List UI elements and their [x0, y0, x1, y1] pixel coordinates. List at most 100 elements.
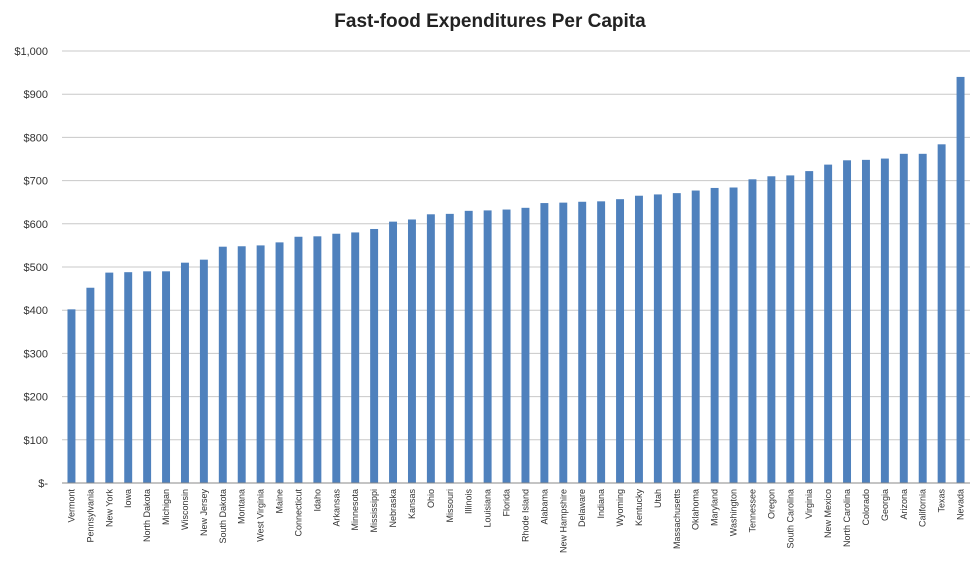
x-axis-ticks: Vermont Pennsylvania New York Iowa North Dak…	[66, 489, 965, 554]
x-tick-label: Maine	[275, 489, 285, 514]
x-tick-label: Mississippi	[369, 489, 379, 533]
x-tick-label: Ohio	[426, 489, 436, 508]
bar	[445, 213, 454, 483]
bar	[748, 179, 757, 483]
bar	[370, 228, 379, 483]
y-tick-label: $700	[24, 176, 48, 188]
bar	[143, 271, 152, 483]
x-tick-label: Wisconsin	[180, 489, 190, 530]
bar	[616, 199, 625, 483]
y-tick-label: $1,000	[14, 46, 48, 58]
x-tick-label: North Dakota	[142, 489, 152, 542]
x-tick-label: Kentucky	[634, 489, 644, 527]
x-tick-label: Florida	[502, 489, 512, 517]
bar	[843, 160, 852, 483]
bar	[861, 159, 870, 483]
x-tick-label: South Dakota	[218, 489, 228, 544]
bar	[521, 207, 530, 484]
y-tick-label: $200	[24, 392, 48, 404]
bar	[483, 210, 492, 483]
x-tick-label: Maryland	[710, 489, 720, 526]
bar	[559, 202, 568, 483]
bar	[805, 171, 814, 483]
x-tick-label: Colorado	[861, 489, 871, 526]
x-tick-label: Kansas	[407, 489, 417, 520]
x-tick-label: Washington	[729, 489, 739, 536]
x-tick-label: Iowa	[123, 489, 133, 508]
x-tick-label: California	[918, 489, 928, 527]
y-tick-label: $-	[38, 478, 48, 490]
x-tick-label: Massachusetts	[672, 489, 682, 550]
bar	[407, 219, 416, 484]
bar	[86, 287, 95, 483]
bar	[899, 153, 908, 484]
bar	[199, 259, 208, 483]
bar	[634, 195, 643, 483]
bar	[597, 201, 606, 483]
bar	[937, 144, 946, 483]
x-tick-label: North Carolina	[842, 489, 852, 547]
x-tick-label: New Jersey	[199, 489, 209, 537]
bar	[389, 221, 398, 483]
x-tick-label: Arkansas	[331, 489, 341, 527]
bar	[653, 194, 662, 483]
x-tick-label: West Virginia	[256, 489, 266, 542]
bar	[180, 262, 189, 483]
bar	[294, 236, 303, 483]
x-tick-label: Vermont	[66, 489, 76, 523]
x-tick-label: New York	[104, 489, 114, 528]
x-tick-label: Utah	[653, 489, 663, 508]
bar	[67, 309, 76, 483]
bar	[691, 190, 700, 483]
bar	[880, 158, 889, 483]
bar	[918, 153, 927, 484]
bar	[464, 210, 473, 483]
x-tick-label: New Hampshire	[558, 489, 568, 553]
y-tick-label: $600	[24, 219, 48, 231]
x-tick-label: Indiana	[596, 489, 606, 519]
x-tick-label: Texas	[937, 489, 947, 513]
bar	[237, 246, 246, 483]
x-tick-label: Wyoming	[615, 489, 625, 526]
x-tick-label: Oklahoma	[691, 489, 701, 530]
x-tick-label: Connecticut	[293, 489, 303, 537]
chart-title: Fast-food Expenditures Per Capita	[334, 11, 646, 32]
bar	[786, 175, 795, 483]
x-tick-label: Virginia	[804, 489, 814, 519]
bar	[162, 271, 171, 483]
x-tick-label: Pennsylvania	[85, 489, 95, 543]
bar	[540, 203, 549, 483]
bar	[578, 201, 587, 483]
y-tick-label: $800	[24, 132, 48, 144]
gridlines	[62, 50, 970, 441]
x-tick-label: Oregon	[766, 489, 776, 519]
x-tick-label: Nevada	[956, 489, 966, 520]
bar	[672, 193, 681, 484]
bar	[275, 242, 284, 483]
bar	[256, 245, 265, 483]
x-tick-label: Minnesota	[350, 489, 360, 531]
y-tick-label: $100	[24, 435, 48, 447]
x-tick-label: Arizona	[899, 489, 909, 520]
bar	[956, 76, 965, 484]
x-tick-label: New Mexico	[823, 489, 833, 538]
x-tick-label: Delaware	[577, 489, 587, 527]
bar	[218, 246, 227, 483]
x-tick-label: South Carolina	[785, 489, 795, 549]
y-tick-label: $300	[24, 348, 48, 360]
bar	[313, 236, 322, 483]
y-tick-label: $500	[24, 262, 48, 274]
bar	[332, 233, 341, 483]
bar	[351, 232, 360, 483]
bar	[502, 209, 511, 483]
x-tick-label: Rhode Island	[520, 489, 530, 542]
bar-series	[67, 76, 965, 484]
bar	[824, 164, 833, 483]
y-tick-label: $900	[24, 89, 48, 101]
x-tick-label: Alabama	[539, 489, 549, 525]
x-tick-label: Idaho	[312, 489, 322, 512]
bar	[710, 187, 719, 483]
x-tick-label: Tennessee	[747, 489, 757, 533]
x-tick-label: Michigan	[161, 489, 171, 525]
